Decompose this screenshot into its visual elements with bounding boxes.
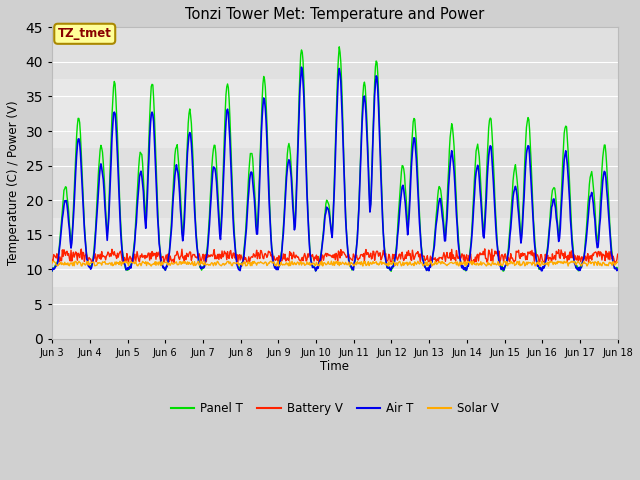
Solar V [60, 262, 67, 267]
Solar V [50, 258, 58, 264]
Y-axis label: Temperature (C) / Power (V): Temperature (C) / Power (V) [7, 101, 20, 265]
Bar [52, 217, 618, 287]
Panel T [48, 268, 56, 274]
Solar V [536, 263, 543, 269]
Panel T [58, 207, 66, 213]
Battery V [48, 257, 56, 263]
Air T [614, 266, 621, 272]
Panel T [116, 218, 124, 224]
Battery V [204, 254, 212, 260]
Air T [204, 243, 212, 249]
Bar [52, 79, 618, 148]
Panel T [335, 44, 343, 50]
Air T [116, 227, 124, 233]
Solar V [175, 262, 182, 267]
Solar V [48, 260, 56, 266]
Solar V [205, 263, 212, 268]
Air T [58, 215, 66, 221]
Air T [312, 268, 319, 274]
Bar [52, 287, 618, 339]
X-axis label: Time: Time [321, 360, 349, 373]
Text: TZ_tmet: TZ_tmet [58, 27, 112, 40]
Panel T [422, 265, 429, 271]
Line: Solar V: Solar V [52, 261, 618, 266]
Solar V [404, 260, 412, 266]
Line: Panel T: Panel T [52, 47, 618, 271]
Air T [174, 170, 182, 176]
Battery V [234, 260, 242, 265]
Solar V [118, 263, 125, 268]
Battery V [421, 258, 429, 264]
Battery V [481, 246, 488, 252]
Solar V [421, 261, 429, 267]
Line: Battery V: Battery V [52, 249, 618, 263]
Panel T [204, 237, 212, 242]
Solar V [614, 260, 621, 265]
Battery V [614, 252, 621, 257]
Panel T [387, 268, 395, 274]
Battery V [116, 248, 124, 254]
Air T [422, 265, 429, 271]
Panel T [614, 266, 621, 272]
Bar [52, 27, 618, 79]
Air T [405, 210, 413, 216]
Bar [52, 148, 618, 217]
Air T [48, 268, 56, 274]
Battery V [404, 248, 412, 253]
Air T [298, 64, 305, 70]
Battery V [174, 251, 182, 257]
Legend: Panel T, Battery V, Air T, Solar V: Panel T, Battery V, Air T, Solar V [166, 397, 504, 420]
Line: Air T: Air T [52, 67, 618, 271]
Panel T [405, 201, 413, 207]
Panel T [174, 153, 182, 158]
Battery V [58, 247, 66, 253]
Title: Tonzi Tower Met: Temperature and Power: Tonzi Tower Met: Temperature and Power [186, 7, 484, 22]
